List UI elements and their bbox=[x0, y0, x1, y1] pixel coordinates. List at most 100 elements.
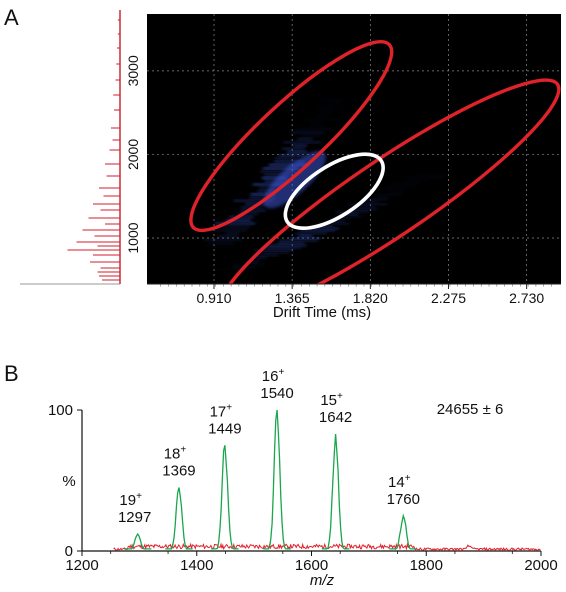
x-axis-label: m/z bbox=[310, 572, 335, 589]
signal-streak bbox=[389, 183, 418, 187]
peak-mz-label: 1760 bbox=[387, 491, 420, 508]
peak-z17 bbox=[211, 445, 239, 550]
signal-streak bbox=[295, 128, 334, 131]
y-ticks: 1000 2000 3000 bbox=[125, 55, 141, 254]
mass-annotation: 24655 ± 6 bbox=[437, 401, 504, 418]
x-tick-label: 2.275 bbox=[431, 290, 466, 306]
signal-streak bbox=[299, 229, 336, 233]
signal-streak bbox=[407, 178, 427, 182]
signal-streak bbox=[208, 241, 235, 245]
signal-streak bbox=[259, 186, 274, 189]
peak-charge-label: 19+ bbox=[119, 491, 142, 509]
signal-streak bbox=[262, 246, 302, 249]
x-tick-label: 0.910 bbox=[196, 290, 231, 306]
signal-streak bbox=[297, 137, 313, 141]
signal-streak bbox=[286, 150, 307, 154]
signal-streak bbox=[308, 121, 322, 124]
signal-streak bbox=[278, 154, 303, 157]
panel-label-b: B bbox=[4, 361, 19, 386]
signal-streak bbox=[315, 108, 337, 111]
x-ticks: 0.910 1.365 1.820 2.275 2.730 bbox=[160, 284, 552, 306]
signal-streak bbox=[388, 191, 404, 194]
signal-streak bbox=[339, 212, 358, 216]
signal-streak bbox=[335, 210, 370, 213]
y-tick-label: 0 bbox=[65, 543, 73, 560]
signal-streak bbox=[348, 203, 388, 206]
signal-streak bbox=[382, 186, 417, 189]
signal-streak bbox=[283, 141, 322, 144]
signal-streak bbox=[304, 118, 342, 121]
panel-label-a: A bbox=[4, 5, 19, 30]
region-upper-band bbox=[189, 40, 394, 233]
peak-z15 bbox=[321, 433, 350, 550]
signal-streak bbox=[254, 249, 294, 252]
signal-streak bbox=[347, 208, 378, 211]
signal-streak bbox=[282, 147, 306, 150]
signal-streak bbox=[215, 228, 248, 232]
signal-streak bbox=[260, 170, 295, 173]
signal-streak bbox=[203, 238, 242, 241]
signal-streak bbox=[327, 102, 342, 105]
signal-streak bbox=[327, 220, 345, 223]
peak-charge-label: 16+ bbox=[262, 367, 285, 385]
x-axis-label: Drift Time (ms) bbox=[273, 304, 371, 321]
peak-charge-label: 17+ bbox=[210, 402, 233, 420]
signal-streak bbox=[233, 199, 274, 202]
peak-charge-label: 15+ bbox=[320, 391, 343, 409]
y-tick-label: 100 bbox=[48, 402, 73, 419]
mz-projection bbox=[20, 10, 121, 285]
signal-streak bbox=[377, 193, 404, 196]
signal-streak bbox=[278, 239, 319, 242]
signal-streak bbox=[268, 163, 309, 167]
signal-streak bbox=[206, 245, 236, 248]
x-tick-label: 2000 bbox=[524, 557, 557, 574]
peak-mz-label: 1369 bbox=[162, 463, 195, 480]
signal-streak bbox=[334, 215, 363, 218]
x-tick-label: 1600 bbox=[295, 557, 328, 574]
signal-streak bbox=[250, 193, 275, 196]
signal-streak bbox=[264, 173, 290, 176]
signal-streak bbox=[244, 261, 259, 264]
y-tick-label: 3000 bbox=[125, 55, 141, 86]
x-tick-label: 1200 bbox=[65, 557, 98, 574]
peak-mz-label: 1540 bbox=[260, 385, 293, 402]
signal-streak bbox=[289, 237, 321, 240]
signal-streak bbox=[298, 234, 313, 237]
x-tick-label: 1400 bbox=[180, 557, 213, 574]
signal-streak bbox=[237, 212, 259, 215]
y-tick-label: 2000 bbox=[125, 139, 141, 170]
peak-charge-label: 14+ bbox=[388, 473, 411, 491]
signal-streak bbox=[277, 241, 305, 245]
peak-mz-label: 1297 bbox=[118, 509, 151, 526]
y-tick-label: 1000 bbox=[125, 222, 141, 253]
signal-streak bbox=[300, 227, 340, 230]
peak-mz-label: 1642 bbox=[319, 409, 352, 426]
signal-streak bbox=[254, 254, 279, 257]
peak-charge-label: 18+ bbox=[164, 445, 187, 463]
x-tick-label: 1.365 bbox=[275, 290, 310, 306]
signal-streak bbox=[273, 160, 305, 163]
region-highlight bbox=[283, 152, 385, 231]
signal-streak bbox=[254, 256, 268, 259]
signal-streak bbox=[229, 215, 254, 219]
signal-streak bbox=[292, 144, 308, 147]
signal-streak bbox=[265, 244, 307, 247]
signal-streak bbox=[215, 222, 256, 225]
signal-streak bbox=[383, 188, 408, 191]
signal-streak bbox=[316, 115, 330, 118]
signal-streak bbox=[364, 198, 389, 201]
x-tick-label: 1.820 bbox=[353, 290, 388, 306]
signal-streak bbox=[252, 183, 285, 186]
signal-streak bbox=[247, 258, 262, 262]
region-lower-band bbox=[217, 78, 561, 284]
signal-streak bbox=[262, 167, 298, 170]
peak-z16 bbox=[263, 409, 291, 550]
signal-streak bbox=[225, 219, 251, 222]
charge-state-peaks bbox=[123, 409, 417, 550]
signal-streak bbox=[301, 134, 321, 137]
signal-streak bbox=[405, 176, 446, 179]
peak-z14 bbox=[389, 513, 417, 550]
signal-streak bbox=[233, 263, 266, 266]
signal-streak bbox=[309, 124, 327, 128]
